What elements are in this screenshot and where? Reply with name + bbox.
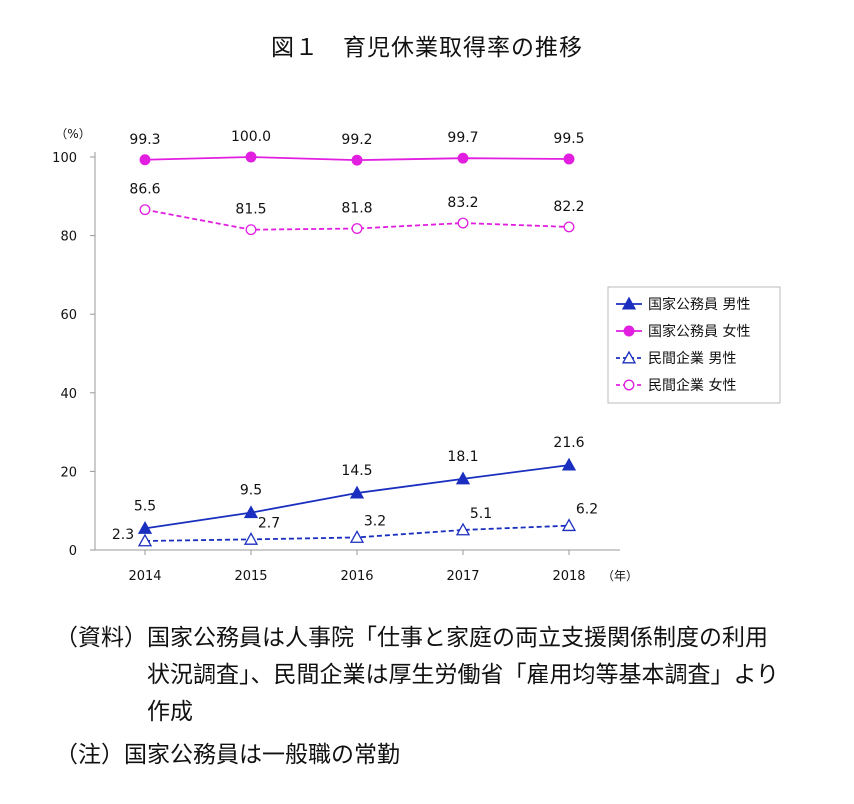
data-point xyxy=(349,530,365,543)
source-note-label: （資料） xyxy=(55,625,147,651)
legend-marker xyxy=(621,350,637,364)
data-point xyxy=(139,154,151,166)
data-point xyxy=(351,223,363,234)
data-point xyxy=(455,471,471,485)
data-point xyxy=(455,522,471,536)
source-note-text: 国家公務員は人事院「仕事と家庭の両立支援関係制度の利用状況調査」、民間企業は厚生… xyxy=(147,625,780,725)
data-label: 9.5 xyxy=(240,483,262,499)
data-label: 18.1 xyxy=(447,449,478,465)
x-axis-unit-label: （年） xyxy=(602,569,638,583)
data-point xyxy=(243,505,259,519)
line-chart: 0 20 40 60 80 100 （%） 2014 2015 2016 2017 2018 （年） 5.… xyxy=(52,127,781,584)
x-tick-label: 2018 xyxy=(552,569,585,584)
legend-label: 民間企業 男性 xyxy=(648,350,736,367)
legend-marker xyxy=(623,325,635,337)
footnote-text: 国家公務員は一般職の常勤 xyxy=(124,742,400,768)
x-tick-label: 2017 xyxy=(446,569,479,584)
data-label: 2.7 xyxy=(258,515,280,531)
y-tick-label: 20 xyxy=(60,465,77,480)
data-point xyxy=(137,521,153,534)
legend-marker xyxy=(621,296,637,310)
data-label: 82.2 xyxy=(553,199,584,215)
legend-label: 国家公務員 男性 xyxy=(648,296,750,313)
x-tick-label: 2015 xyxy=(234,569,267,584)
data-point xyxy=(245,151,257,163)
data-point xyxy=(351,154,363,166)
data-label: 81.5 xyxy=(235,202,266,218)
notes-section: （資料） 国家公務員は人事院「仕事と家庭の両立支援関係制度の利用状況調査」、民間… xyxy=(55,620,787,774)
data-label: 99.5 xyxy=(553,131,584,147)
footnote: （注） 国家公務員は一般職の常勤 xyxy=(55,737,787,774)
data-label: 14.5 xyxy=(341,463,372,479)
data-label: 99.3 xyxy=(129,132,160,148)
chart-title: 図１ 育児休業取得率の推移 xyxy=(271,35,583,61)
data-label: 99.2 xyxy=(341,132,372,148)
data-point xyxy=(563,221,575,233)
series-line xyxy=(144,208,570,231)
y-tick-label: 60 xyxy=(60,308,77,323)
y-tick-label: 0 xyxy=(69,544,77,559)
data-label: 6.2 xyxy=(576,502,598,518)
data-point xyxy=(457,152,469,164)
data-label: 3.2 xyxy=(364,513,386,529)
data-point xyxy=(561,518,577,532)
footnote-label: （注） xyxy=(55,742,124,768)
data-point xyxy=(561,457,577,471)
data-label: 86.6 xyxy=(129,182,160,198)
data-point xyxy=(137,533,153,547)
legend-box xyxy=(607,286,781,404)
source-note: （資料） 国家公務員は人事院「仕事と家庭の両立支援関係制度の利用状況調査」、民間… xyxy=(55,620,787,731)
data-point xyxy=(243,532,259,545)
data-point xyxy=(563,153,575,165)
data-label: 5.1 xyxy=(470,506,492,522)
legend-label: 民間企業 女性 xyxy=(648,377,736,394)
y-tick-label: 80 xyxy=(60,230,77,245)
data-label: 21.6 xyxy=(553,435,584,451)
data-point xyxy=(245,224,257,236)
legend-marker xyxy=(623,379,635,391)
data-label: 100.0 xyxy=(231,129,271,145)
data-point xyxy=(349,485,365,499)
data-label: 99.7 xyxy=(447,130,478,146)
y-tick-label: 100 xyxy=(52,151,77,166)
data-label: 2.3 xyxy=(112,527,134,543)
legend-label: 国家公務員 女性 xyxy=(648,323,750,340)
x-tick-label: 2016 xyxy=(340,569,373,584)
data-point xyxy=(139,204,151,216)
data-label: 81.8 xyxy=(341,201,372,217)
data-label: 83.2 xyxy=(447,195,478,211)
x-tick-label: 2014 xyxy=(128,569,161,584)
data-point xyxy=(457,217,469,229)
data-label: 5.5 xyxy=(134,498,156,514)
y-tick-label: 40 xyxy=(60,387,77,402)
y-axis-unit-label: （%） xyxy=(55,127,90,141)
